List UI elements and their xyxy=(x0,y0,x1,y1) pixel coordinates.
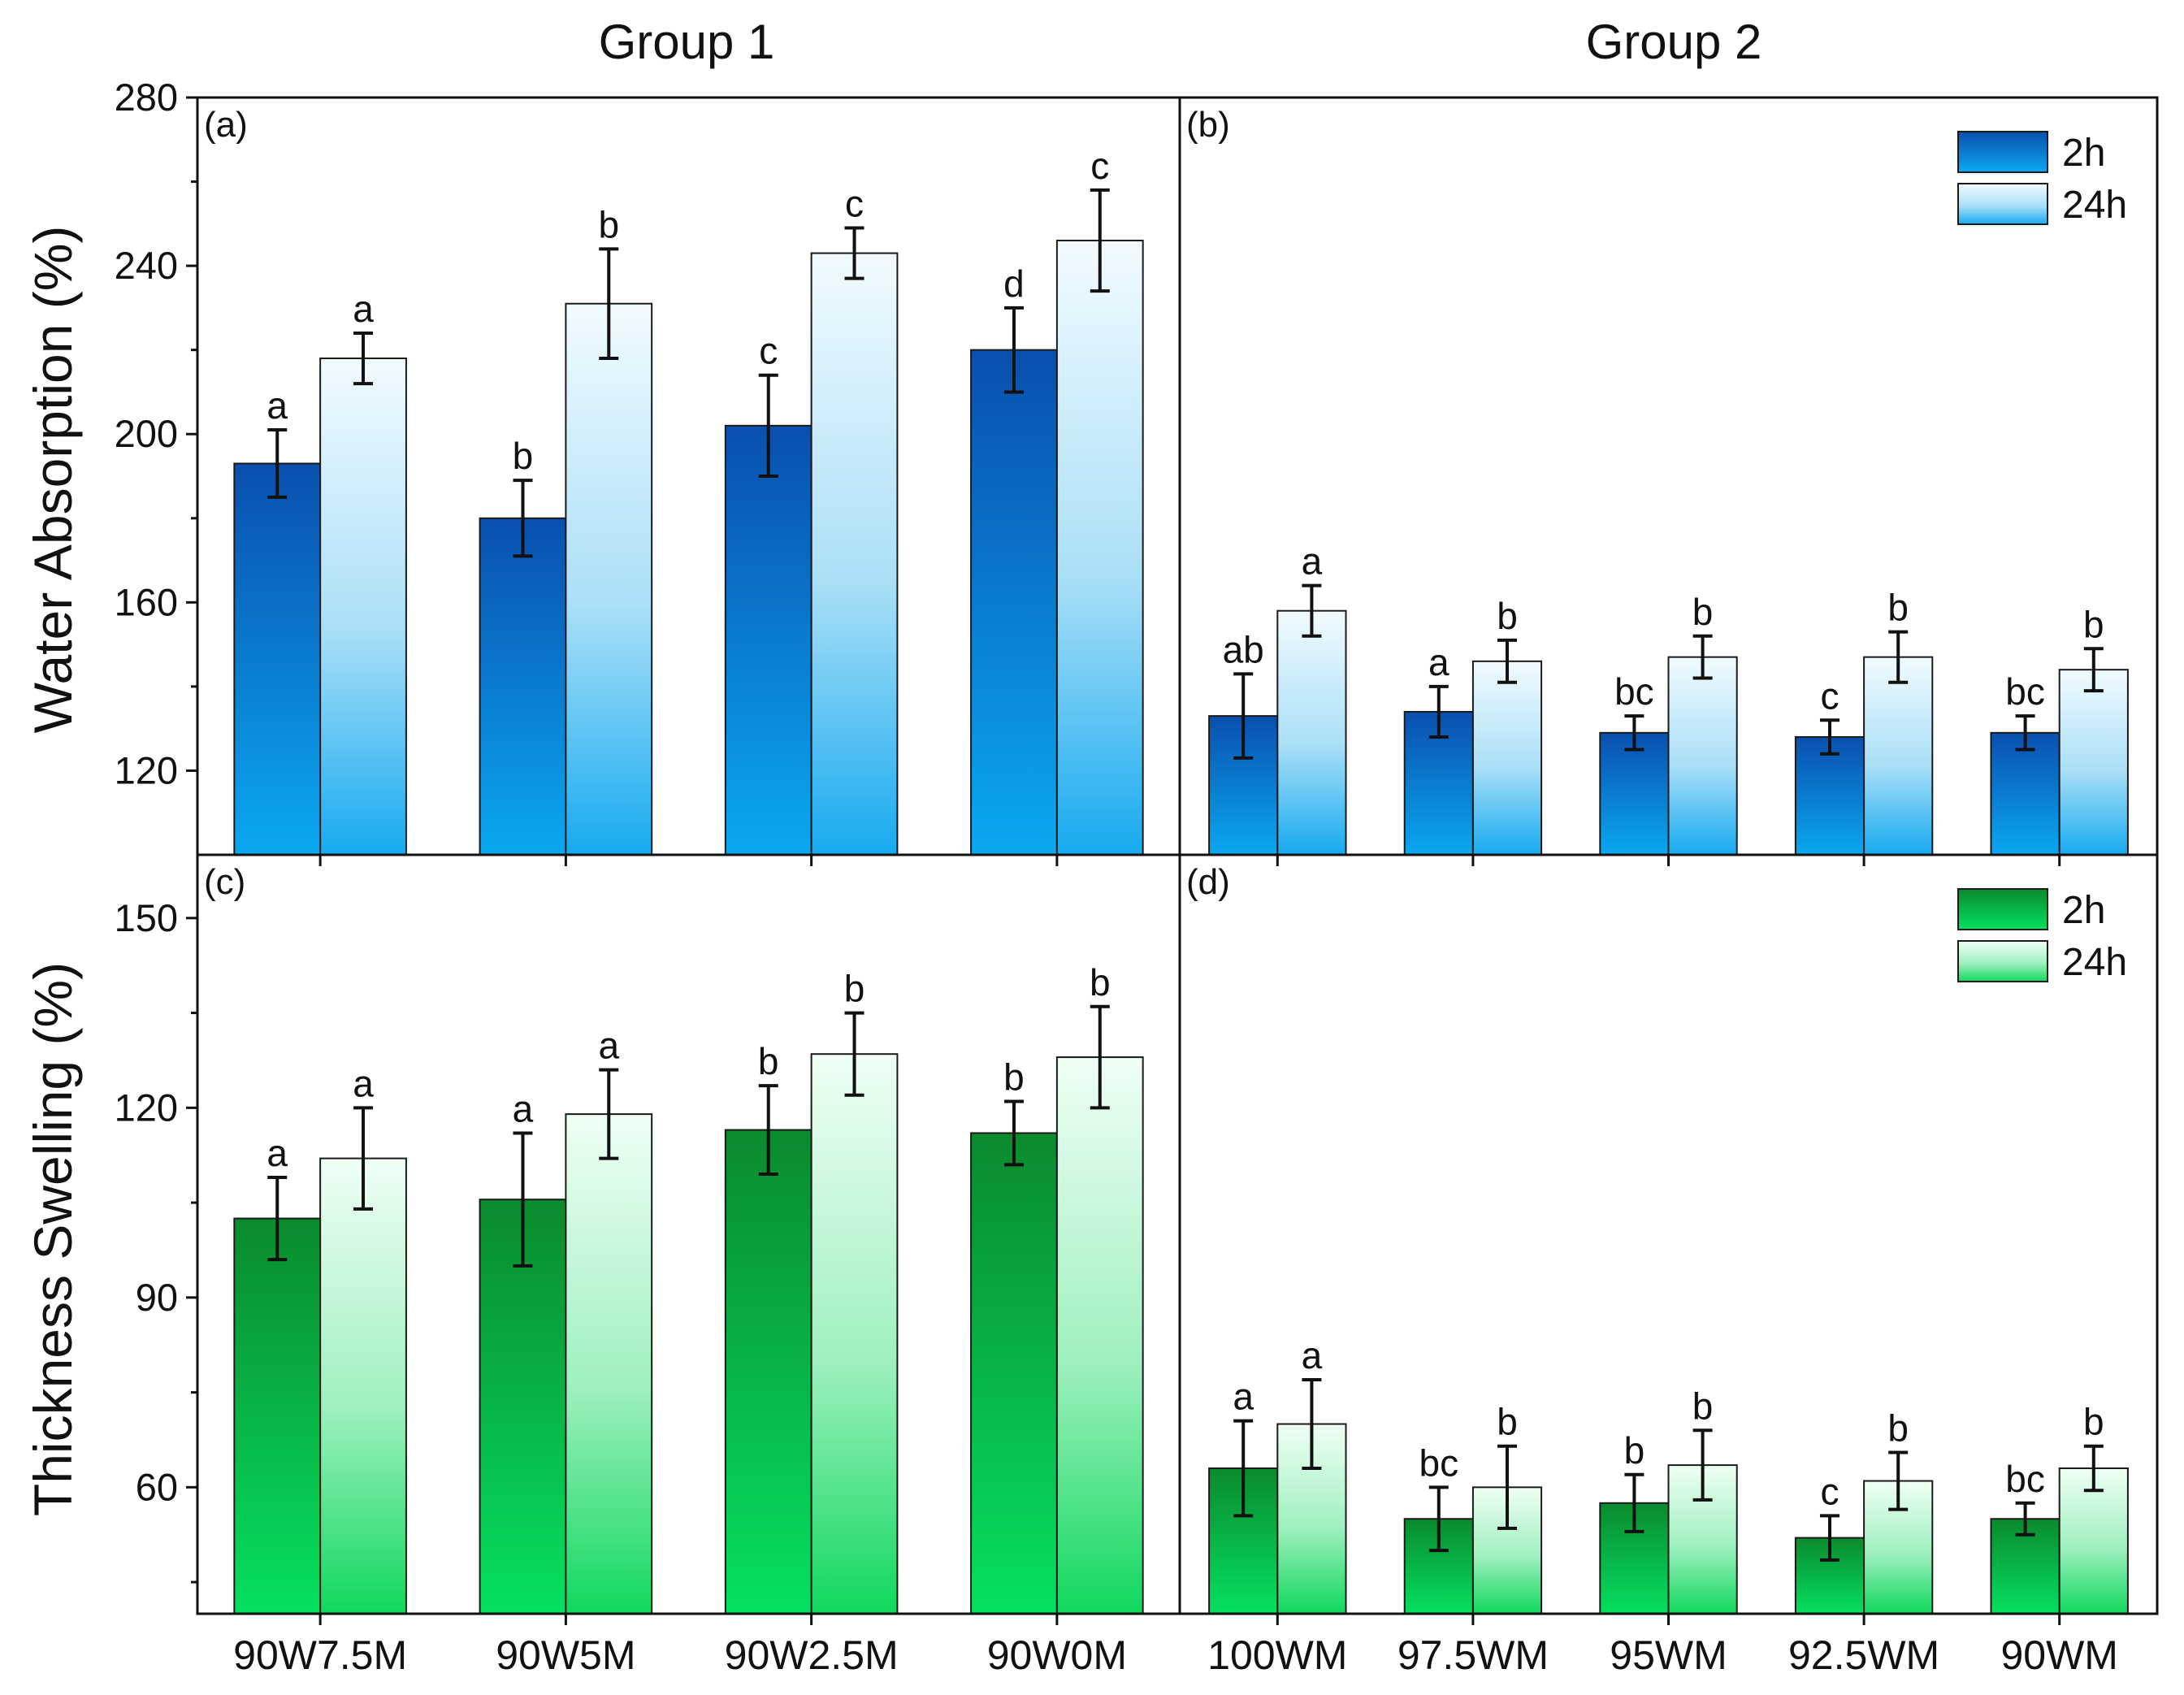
legend-label-24h: 24h xyxy=(2062,941,2127,984)
significance-label-panel2: b xyxy=(1887,587,1909,629)
bar-panel2-2h-90WM xyxy=(1990,731,2060,856)
x-category-label-90W5M: 90W5M xyxy=(496,1632,635,1678)
significance-label-panel2: b xyxy=(1497,595,1518,637)
significance-label-panel4: bc xyxy=(2005,1458,2045,1500)
bar-panel3-2h-90W2.5M xyxy=(724,1129,812,1615)
y-tick-label: 150 xyxy=(115,896,178,939)
significance-label-panel1: b xyxy=(513,435,534,477)
significance-label-panel1: c xyxy=(759,330,778,372)
significance-label-panel3: b xyxy=(1003,1056,1025,1099)
significance-label-panel3: a xyxy=(353,1062,374,1104)
panel-label-4: (d) xyxy=(1186,862,1230,902)
significance-label-panel1: c xyxy=(845,183,864,225)
bar-panel1-24h-90W7.5M xyxy=(319,358,407,856)
bar-panel3-24h-90W2.5M xyxy=(810,1053,899,1615)
legend-label-24h: 24h xyxy=(2062,184,2127,227)
bar-panel1-2h-90W2.5M xyxy=(724,424,812,856)
bar-panel1-24h-90W0M xyxy=(1055,240,1144,856)
significance-label-panel3: b xyxy=(844,968,865,1010)
panel-label-1: (a) xyxy=(204,105,248,145)
bar-panel3-24h-90W0M xyxy=(1055,1056,1144,1615)
group-title-2: Group 2 xyxy=(1586,15,1762,69)
significance-label-panel1: c xyxy=(1090,145,1109,187)
significance-label-panel3: b xyxy=(1090,961,1111,1004)
legend-swatch-2h xyxy=(1957,888,2048,930)
y-tick-label: 120 xyxy=(115,1086,178,1129)
significance-label-panel2: ab xyxy=(1223,628,1264,670)
significance-label-panel3: a xyxy=(513,1087,534,1129)
significance-label-panel1: d xyxy=(1003,262,1025,305)
bar-panel1-2h-90W0M xyxy=(970,349,1058,856)
x-category-label-95WM: 95WM xyxy=(1610,1632,1727,1678)
significance-label-panel4: b xyxy=(1887,1407,1909,1450)
significance-label-panel4: bc xyxy=(1419,1441,1458,1484)
group-title-1: Group 1 xyxy=(599,15,775,69)
x-category-label-100WM: 100WM xyxy=(1207,1632,1347,1678)
bar-panel3-24h-90W7.5M xyxy=(319,1157,407,1615)
significance-label-panel4: c xyxy=(1820,1470,1839,1512)
bar-panel3-2h-90W7.5M xyxy=(233,1217,322,1615)
bar-panel3-2h-90W0M xyxy=(970,1132,1058,1615)
significance-label-panel4: b xyxy=(1624,1429,1645,1472)
legend-swatch-2h xyxy=(1957,131,2048,173)
bar-panel4-2h-90WM xyxy=(1990,1518,2060,1615)
bar-panel3-2h-90W5M xyxy=(479,1199,567,1615)
x-category-label-90W0M: 90W0M xyxy=(987,1632,1127,1678)
bar-panel2-24h-95WM xyxy=(1667,656,1738,856)
significance-label-panel2: b xyxy=(1692,591,1714,633)
bar-panel2-24h-92.5WM xyxy=(1863,656,1934,856)
significance-label-panel3: b xyxy=(758,1040,779,1082)
bar-panel1-24h-90W5M xyxy=(565,302,653,856)
significance-label-panel4: b xyxy=(2083,1401,2104,1443)
significance-label-panel3: a xyxy=(598,1025,619,1067)
significance-label-panel4: b xyxy=(1497,1401,1518,1443)
legend-swatch-24h xyxy=(1957,940,2048,982)
significance-label-panel1: a xyxy=(353,288,374,330)
bar-panel3-24h-90W5M xyxy=(565,1113,653,1615)
panel-label-3: (c) xyxy=(204,862,245,902)
y-axis-label-water-absorption: Water Absorption (%) xyxy=(23,226,83,734)
bar-panel1-2h-90W5M xyxy=(479,517,567,856)
y-axis-label-thickness-swelling: Thickness Swelling (%) xyxy=(23,962,83,1516)
y-tick-label: 60 xyxy=(136,1465,178,1508)
significance-label-panel2: a xyxy=(1428,641,1450,683)
bar-panel2-24h-90WM xyxy=(2058,669,2129,856)
y-tick-label: 200 xyxy=(115,412,178,455)
significance-label-panel4: a xyxy=(1302,1334,1323,1376)
y-tick-label: 120 xyxy=(115,748,178,791)
significance-label-panel2: c xyxy=(1820,674,1839,717)
x-category-label-90W7.5M: 90W7.5M xyxy=(233,1632,407,1678)
x-category-label-90WM: 90WM xyxy=(2000,1632,2117,1678)
y-tick-label: 280 xyxy=(115,76,178,119)
significance-label-panel1: a xyxy=(266,384,288,427)
significance-label-panel2: bc xyxy=(1614,670,1654,713)
significance-label-panel2: b xyxy=(2083,603,2104,645)
significance-label-panel4: b xyxy=(1692,1385,1714,1427)
panel-label-2: (b) xyxy=(1186,105,1230,145)
bar-panel2-24h-100WM xyxy=(1276,609,1347,856)
x-category-label-90W2.5M: 90W2.5M xyxy=(725,1632,899,1678)
significance-label-panel2: bc xyxy=(2005,670,2045,713)
legend-label-2h: 2h xyxy=(2062,132,2105,175)
y-tick-label: 90 xyxy=(136,1276,178,1319)
significance-label-panel1: b xyxy=(598,203,619,245)
significance-label-panel3: a xyxy=(266,1132,288,1174)
bar-panel2-2h-95WM xyxy=(1599,731,1670,856)
bar-panel1-24h-90W2.5M xyxy=(810,252,899,856)
bar-panel2-24h-97.5WM xyxy=(1471,660,1543,856)
x-category-label-97.5WM: 97.5WM xyxy=(1398,1632,1549,1678)
x-category-label-92.5WM: 92.5WM xyxy=(1788,1632,1939,1678)
significance-label-panel4: a xyxy=(1233,1376,1254,1418)
significance-label-panel2: a xyxy=(1302,540,1323,583)
y-tick-label: 160 xyxy=(115,580,178,623)
y-tick-label: 240 xyxy=(115,244,178,287)
bar-panel4-24h-90WM xyxy=(2058,1467,2129,1615)
bar-panel1-2h-90W7.5M xyxy=(233,462,322,856)
legend-label-2h: 2h xyxy=(2062,889,2105,932)
legend-swatch-24h xyxy=(1957,183,2048,225)
